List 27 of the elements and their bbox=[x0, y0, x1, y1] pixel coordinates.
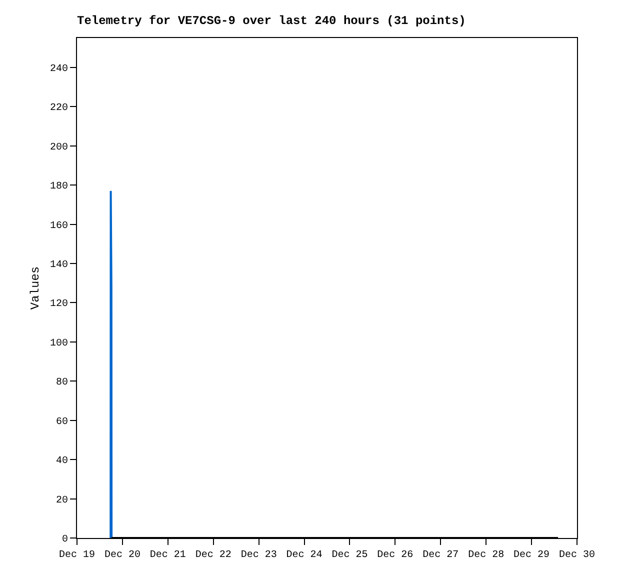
x-tick-label: Dec 21 bbox=[150, 550, 186, 561]
x-tick-label: Dec 24 bbox=[286, 550, 322, 561]
y-tick-label: 100 bbox=[50, 338, 68, 350]
y-tick-label: 20 bbox=[56, 495, 68, 506]
x-tick-label: Dec 22 bbox=[195, 550, 232, 561]
x-tick-label: Dec 23 bbox=[240, 550, 277, 561]
y-tick-label: 60 bbox=[56, 416, 68, 428]
y-tick-label: 220 bbox=[50, 103, 68, 114]
y-tick-label: 80 bbox=[56, 378, 68, 389]
y-tick-label: 200 bbox=[50, 142, 68, 154]
y-tick-label: 40 bbox=[56, 456, 68, 468]
chart-title: Telemetry for VE7CSG-9 over last 240 hours (31 points) bbox=[77, 14, 466, 28]
x-tick-label: Dec 27 bbox=[422, 550, 459, 561]
y-axis-title: Values bbox=[28, 266, 42, 310]
x-tick-label: Dec 28 bbox=[468, 550, 504, 561]
x-tick-label: Dec 29 bbox=[514, 550, 550, 561]
y-tick-label: 180 bbox=[50, 182, 68, 193]
x-tick-label: Dec 30 bbox=[558, 550, 596, 561]
y-tick-label: 240 bbox=[50, 64, 68, 75]
y-tick-label: 160 bbox=[50, 220, 68, 232]
y-tick-label: 0 bbox=[62, 534, 68, 546]
x-tick-label: Dec 20 bbox=[104, 550, 140, 561]
x-tick-label: Dec 19 bbox=[58, 550, 96, 561]
x-tick-label: Dec 25 bbox=[332, 550, 368, 561]
y-tick-label: 140 bbox=[50, 260, 68, 271]
x-tick-label: Dec 26 bbox=[377, 550, 414, 561]
y-tick-label: 120 bbox=[50, 299, 68, 310]
